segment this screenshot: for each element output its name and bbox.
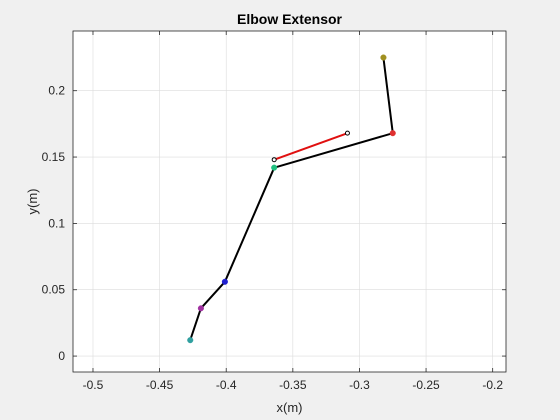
chart-title: Elbow Extensor <box>237 11 343 27</box>
x-tick-label: -0.2 <box>482 378 503 392</box>
joint-point <box>187 337 194 344</box>
y-axis-label: y(m) <box>25 189 40 215</box>
x-tick-label: -0.4 <box>216 378 237 392</box>
x-tick-label: -0.25 <box>412 378 440 392</box>
x-tick-label: -0.45 <box>146 378 174 392</box>
x-tick-label: -0.3 <box>349 378 370 392</box>
y-tick-label: 0.05 <box>42 283 66 297</box>
joint-point <box>380 54 387 61</box>
y-tick-label: 0.2 <box>48 84 65 98</box>
y-tick-label: 0.1 <box>48 216 65 230</box>
joint-point <box>271 164 278 171</box>
joint-point <box>389 130 396 137</box>
x-tick-label: -0.5 <box>83 378 104 392</box>
muscle-endpoint <box>344 130 350 136</box>
joint-point <box>197 305 204 312</box>
marks <box>187 54 396 344</box>
plot-frame <box>72 30 507 373</box>
muscle-line <box>273 132 348 161</box>
x-tick-label: -0.35 <box>279 378 307 392</box>
ticks: -0.5 -0.45 -0.4 -0.35 -0.3 -0.25 -0.2 0 0.05 0.1 0… <box>42 31 506 392</box>
x-axis-label: x(m) <box>277 400 303 415</box>
muscle-endpoint <box>271 157 277 163</box>
limb-segment-line <box>189 57 394 341</box>
y-tick-label: 0.15 <box>42 150 66 164</box>
plot-area <box>73 31 506 372</box>
joint-point <box>221 278 228 285</box>
grid <box>73 31 506 372</box>
y-tick-label: 0 <box>58 349 65 363</box>
